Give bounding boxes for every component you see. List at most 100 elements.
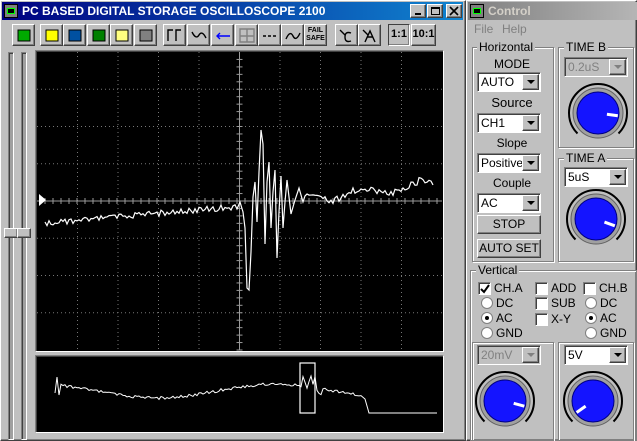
app-icon-screen	[7, 8, 15, 14]
time-b-select[interactable]: 0.2uS	[564, 57, 628, 77]
fail-safe-text: SAFE	[306, 35, 325, 42]
menu-help[interactable]: Help	[502, 22, 527, 36]
dropdown-button[interactable]	[609, 169, 626, 185]
ch-a-checkbox[interactable]	[478, 282, 491, 295]
maximize-button[interactable]	[427, 4, 443, 18]
mode-select[interactable]: AUTO	[477, 72, 541, 92]
dropdown-button[interactable]	[609, 347, 626, 363]
knob[interactable]	[564, 187, 628, 251]
toolbar-button[interactable]	[63, 24, 86, 46]
knob[interactable]	[561, 369, 625, 433]
stop-button[interactable]: STOP	[477, 215, 541, 234]
knob[interactable]	[473, 369, 537, 433]
ch-a-coupling-radio-label: AC	[496, 311, 513, 325]
ch-a-coupling-radio[interactable]	[481, 297, 493, 309]
dropdown-button[interactable]	[609, 59, 626, 75]
dropdown-arrow	[527, 201, 535, 205]
ratio-10-button[interactable]: 10:1	[411, 24, 436, 46]
cursor-icon	[339, 29, 352, 43]
knob-pointer	[603, 220, 616, 228]
knob[interactable]	[566, 81, 630, 145]
source-label: Source	[491, 95, 533, 110]
toolbar-icon	[216, 32, 230, 40]
control-title-bar: Control	[468, 2, 637, 20]
select-value: CH1	[481, 116, 506, 130]
ch-b-coupling-radio[interactable]	[585, 312, 597, 324]
toolbar-button[interactable]	[281, 24, 304, 46]
ch-a-volts-select[interactable]: 20mV	[477, 345, 541, 365]
add-checkbox-label: ADD	[551, 281, 577, 295]
toolbar-button[interactable]	[187, 24, 210, 46]
app-icon	[470, 4, 484, 18]
minimize-button[interactable]	[410, 4, 426, 18]
add-checkbox[interactable]	[535, 282, 548, 295]
select-value: 0.2uS	[568, 60, 600, 74]
slope-select[interactable]: Positive	[477, 153, 541, 173]
close-button[interactable]	[446, 4, 462, 18]
ch-a-coupling-radio-label: DC	[496, 296, 514, 310]
slider-thumb[interactable]	[17, 228, 31, 238]
dropdown-button[interactable]	[522, 347, 539, 363]
ch-a-coupling-radio[interactable]	[481, 327, 493, 339]
auto-set-button[interactable]: AUTO SET	[477, 239, 541, 258]
dropdown-button[interactable]	[522, 115, 539, 131]
ch-b-volts-select[interactable]: 5V	[564, 345, 628, 365]
select-value: 5V	[568, 348, 583, 362]
ch-b-coupling-radio[interactable]	[585, 297, 597, 309]
toolbar-button[interactable]	[87, 24, 110, 46]
mode-label: MODE	[494, 57, 530, 71]
dropdown-button[interactable]	[522, 74, 539, 90]
knob-pointer	[575, 404, 587, 414]
toolbar-button[interactable]	[40, 24, 63, 46]
slider-track[interactable]	[21, 52, 27, 440]
slider-track[interactable]	[8, 52, 14, 440]
time-a-select[interactable]: 5uS	[564, 167, 628, 187]
icon-shape	[167, 29, 181, 41]
xy-checkbox[interactable]	[535, 313, 548, 326]
ratio-1-button[interactable]: 1:1	[388, 24, 410, 46]
sub-checkbox-label: SUB	[551, 296, 576, 310]
cursor-button[interactable]	[358, 24, 381, 46]
cursor-icon	[362, 29, 376, 43]
icon-shape	[68, 29, 82, 42]
toolbar-button[interactable]	[110, 24, 133, 46]
toolbar-button[interactable]	[211, 24, 234, 46]
select-value: AC	[481, 196, 498, 210]
knob-scale	[563, 371, 623, 423]
minimize-glyph	[415, 13, 421, 15]
dropdown-arrow	[614, 65, 622, 69]
ch-b-checkbox[interactable]	[583, 282, 596, 295]
toolbar-button[interactable]	[235, 24, 258, 46]
check-mark	[480, 284, 490, 294]
dropdown-button[interactable]	[522, 155, 539, 171]
ch-b-coupling-radio[interactable]	[585, 327, 597, 339]
toolbar-icon	[115, 29, 129, 42]
group-title: TIME A	[564, 151, 608, 165]
dropdown-button[interactable]	[522, 195, 539, 211]
toolbar-button[interactable]	[12, 24, 35, 46]
source-select[interactable]: CH1	[477, 113, 541, 133]
icon-shape	[139, 29, 153, 42]
toolbar-button[interactable]	[163, 24, 186, 46]
select-value: Positive	[481, 156, 524, 170]
dropdown-arrow	[527, 353, 535, 357]
select-value: 20mV	[481, 348, 513, 362]
fail-safe-text: FAIL	[307, 27, 324, 34]
sub-checkbox[interactable]	[535, 297, 548, 310]
ch-b-coupling-radio-label: AC	[600, 311, 617, 325]
slider-thumb[interactable]	[4, 228, 18, 238]
toolbar-icon	[17, 29, 31, 42]
toolbar-button[interactable]	[258, 24, 281, 46]
fail-safe-button[interactable]: FAIL SAFE	[304, 24, 327, 46]
knob-scale	[566, 189, 626, 241]
scope-screen	[37, 52, 442, 351]
view-window-cursor	[299, 362, 316, 414]
knob-face	[576, 91, 620, 135]
knob-scale	[568, 83, 628, 135]
ch-a-coupling-radio[interactable]	[481, 312, 493, 324]
cursor-button[interactable]	[335, 24, 358, 46]
toolbar-icon	[92, 29, 106, 42]
menu-file[interactable]: File	[474, 22, 494, 36]
couple-select[interactable]: AC	[477, 193, 541, 213]
toolbar-button[interactable]	[134, 24, 157, 46]
